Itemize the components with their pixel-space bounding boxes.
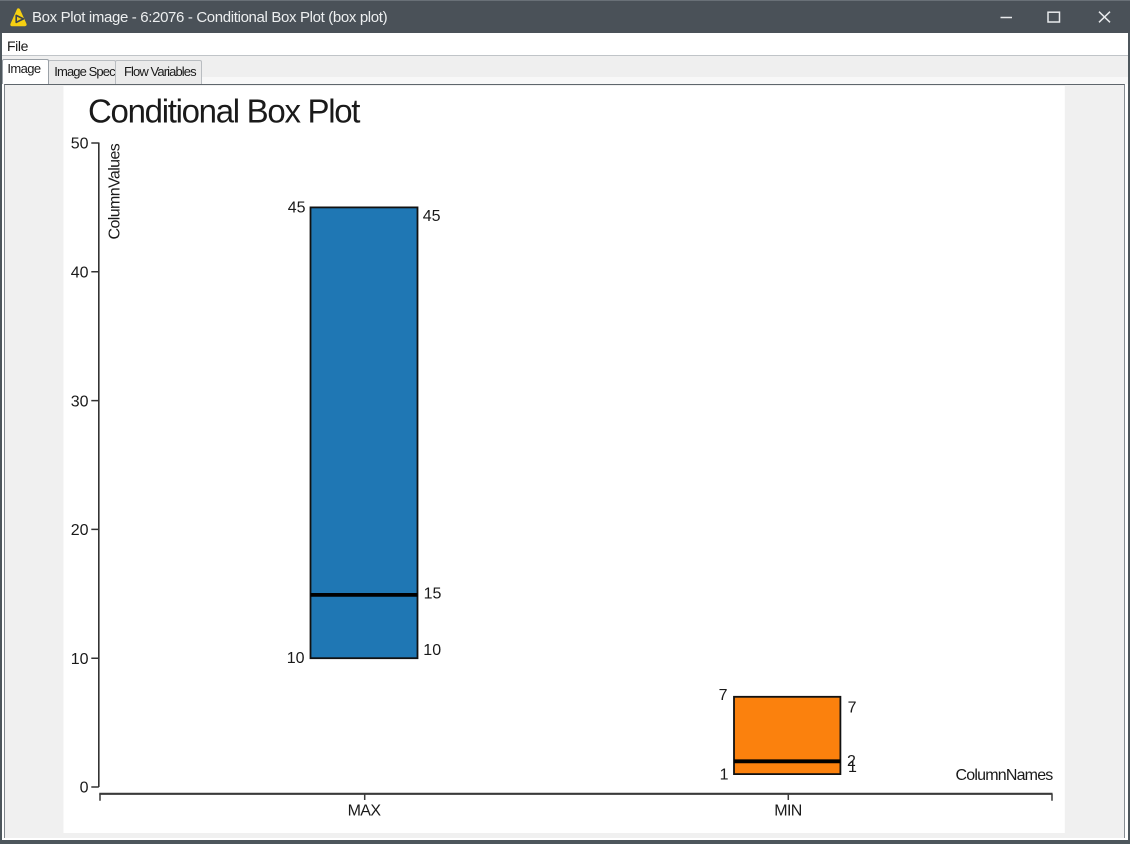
svg-text:15: 15 — [424, 585, 442, 602]
svg-text:1: 1 — [720, 766, 729, 783]
svg-text:7: 7 — [719, 687, 728, 704]
svg-text:50: 50 — [71, 136, 89, 153]
svg-text:10: 10 — [423, 642, 441, 659]
svg-text:1: 1 — [848, 759, 857, 776]
svg-text:40: 40 — [71, 265, 89, 282]
svg-text:20: 20 — [71, 522, 89, 539]
svg-text:2: 2 — [847, 753, 856, 770]
svg-text:45: 45 — [423, 208, 441, 225]
svg-text:30: 30 — [71, 393, 89, 410]
svg-text:10: 10 — [287, 650, 305, 667]
svg-text:ColumnNames: ColumnNames — [955, 767, 1053, 784]
svg-text:10: 10 — [71, 651, 89, 668]
svg-text:MIN: MIN — [774, 803, 802, 820]
svg-text:ColumnValues: ColumnValues — [107, 143, 124, 239]
svg-text:MAX: MAX — [348, 803, 382, 820]
svg-text:7: 7 — [848, 700, 857, 717]
svg-text:0: 0 — [80, 780, 89, 797]
svg-text:45: 45 — [288, 199, 306, 216]
svg-text:Conditional Box Plot: Conditional Box Plot — [88, 93, 360, 130]
